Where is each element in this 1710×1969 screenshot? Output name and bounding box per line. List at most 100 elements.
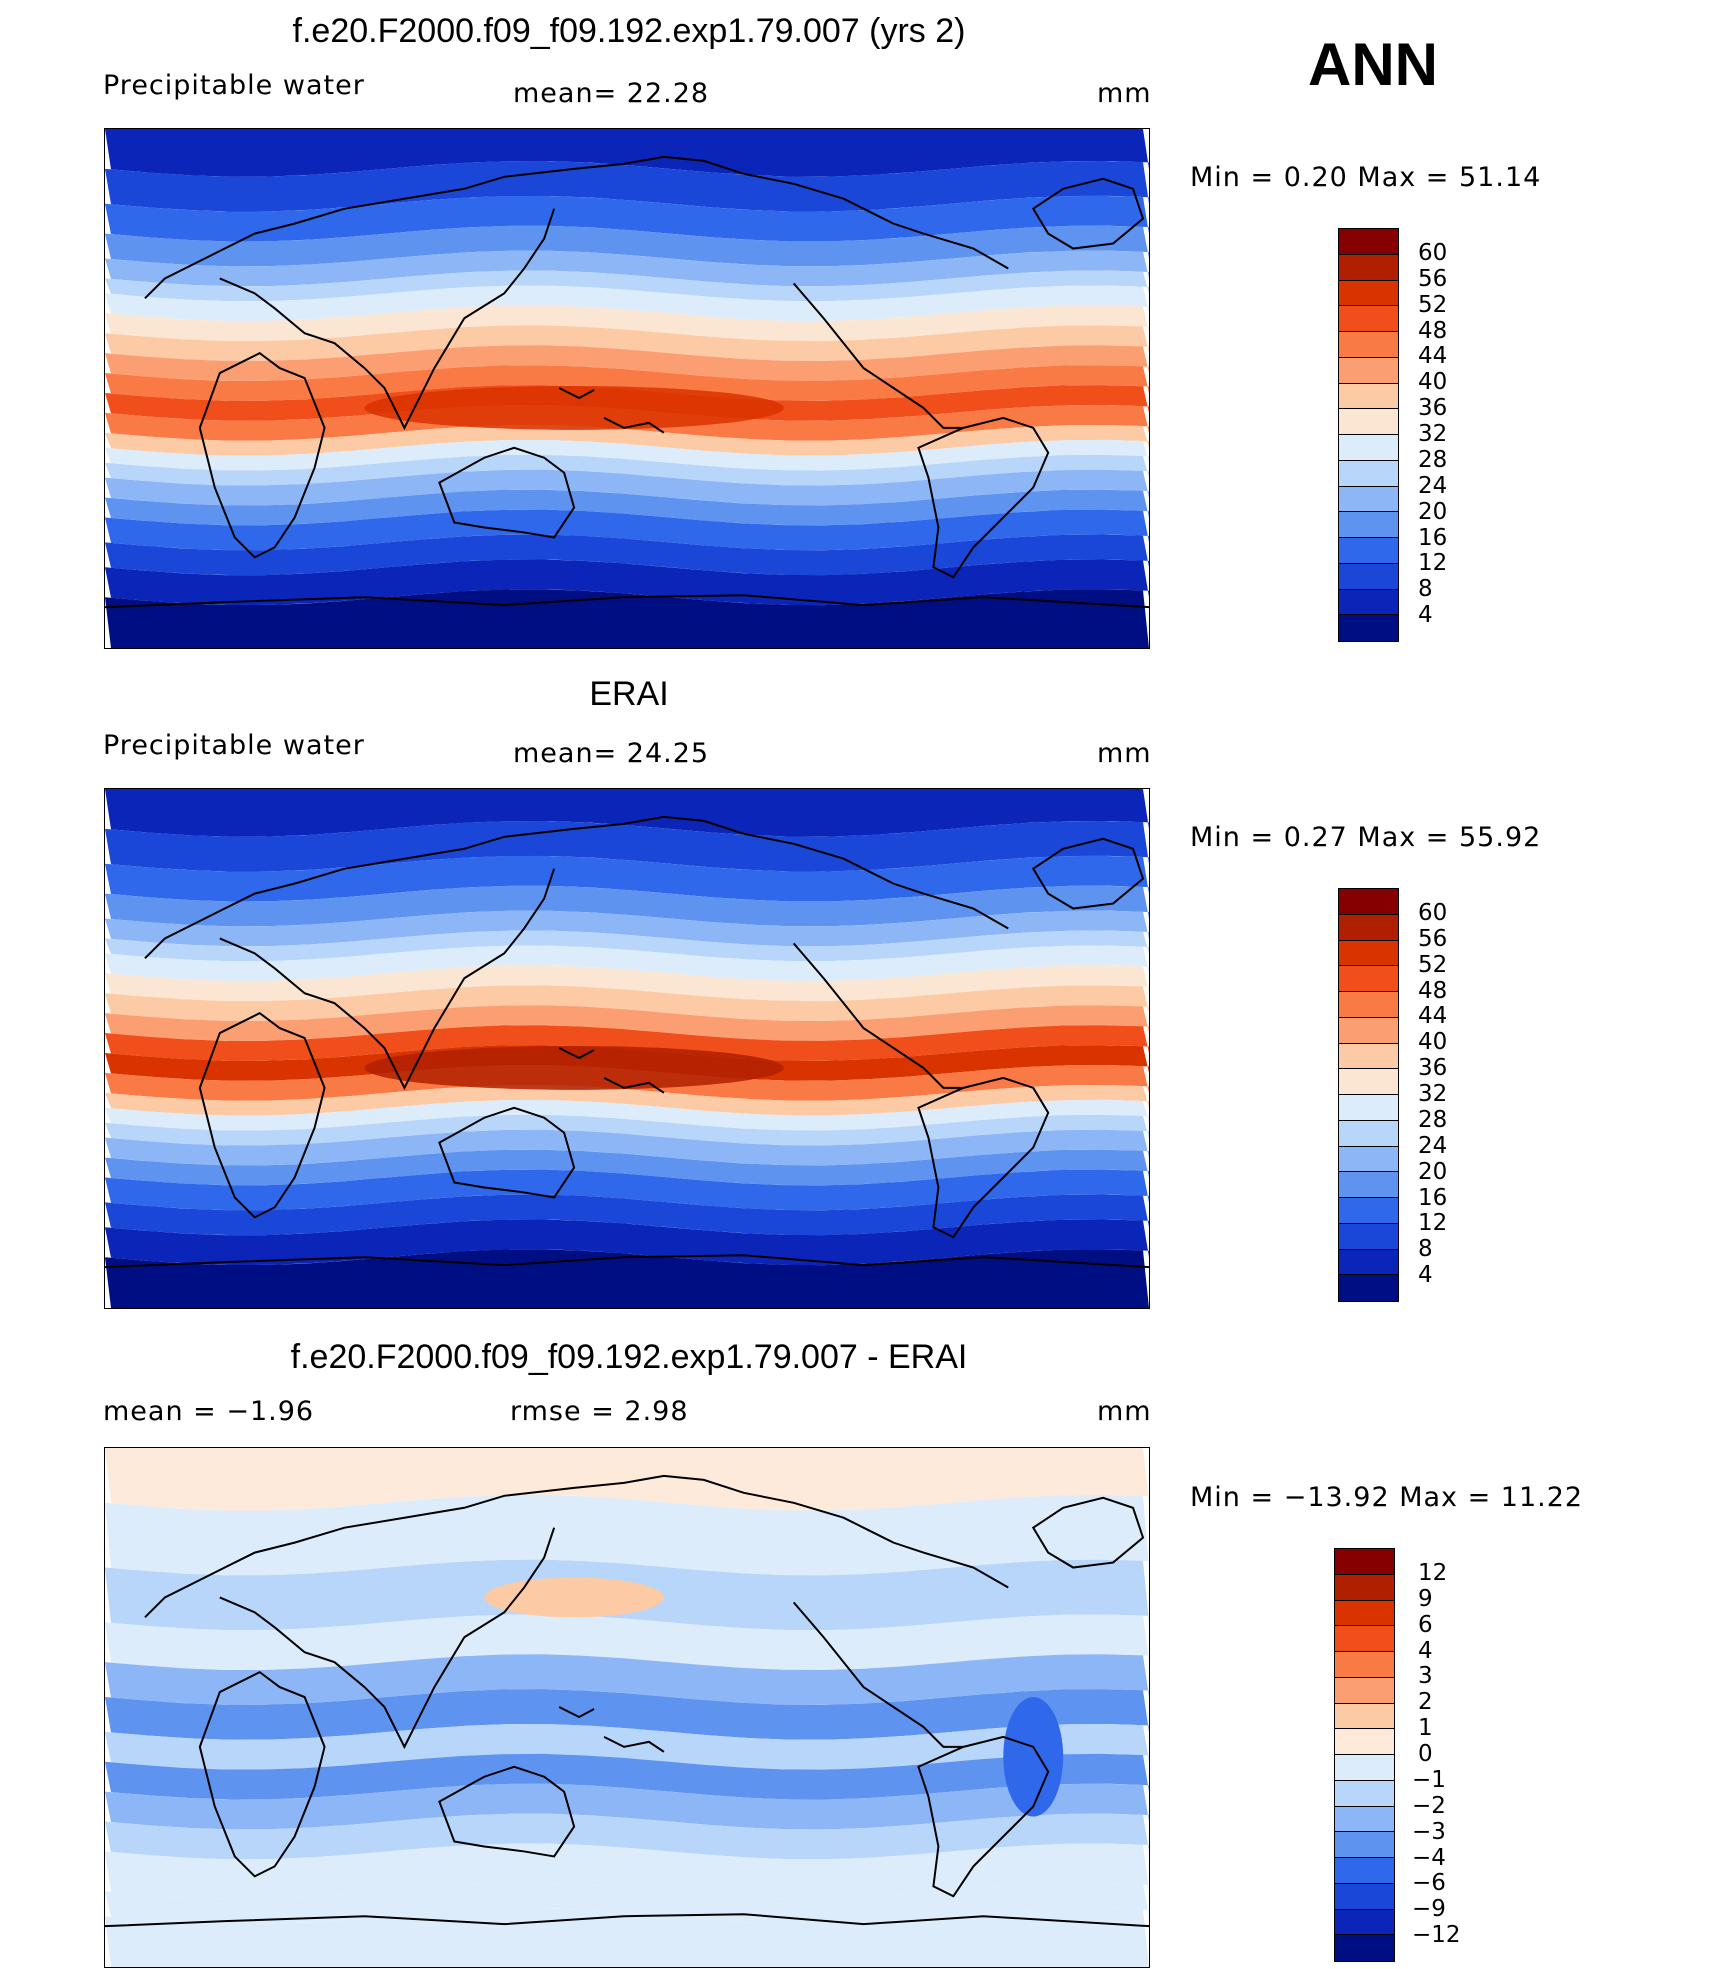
mean-label: mean= 24.25 (513, 738, 710, 769)
colorbar-swatch (1339, 538, 1398, 564)
colorbar-swatch (1335, 1935, 1394, 1961)
panel-title: f.e20.F2000.f09_f09.192.exp1.79.007 (yrs… (292, 12, 966, 50)
colorbar-swatch (1335, 1909, 1394, 1936)
coastline (1031, 837, 1145, 910)
colorbar-tick-label: 6 (1418, 1611, 1433, 1638)
contour-band (105, 270, 1149, 302)
colorbar-tick-label: 12 (1418, 550, 1448, 577)
contour-band (105, 509, 1149, 551)
units-label: mm (1097, 78, 1152, 109)
contour-band (105, 1753, 1149, 1800)
contour-band (105, 345, 1149, 381)
colorbar-swatch (1339, 254, 1398, 281)
contour-band (105, 1448, 1149, 1511)
positive-anomaly-contour (484, 1577, 664, 1618)
colorbar-swatch (1339, 615, 1398, 641)
rmse-label: rmse = 2.98 (510, 1396, 689, 1427)
colorbar-tick-label: −9 (1412, 1896, 1446, 1923)
contour-band (105, 1084, 1149, 1116)
contour-band (105, 885, 1149, 927)
contour-band (105, 789, 1149, 837)
contour-band (105, 1883, 1149, 1925)
contour-band (105, 534, 1149, 576)
colorbar-tick-label: 56 (1418, 265, 1448, 292)
contour-band (105, 195, 1149, 242)
contour-band (105, 945, 1149, 982)
contour-band (105, 1114, 1149, 1146)
contour-band (105, 985, 1149, 1022)
coastline (1031, 177, 1145, 250)
coastline (438, 446, 576, 539)
colorbar-tick-label: 4 (1418, 1637, 1433, 1664)
contour-band (105, 1219, 1149, 1266)
contour-band (105, 250, 1149, 287)
warm-pool-contour (364, 1046, 784, 1090)
colorbar-tick-label: −4 (1412, 1844, 1446, 1871)
colorbar-tick-label: 60 (1418, 239, 1448, 266)
contour-band (105, 1129, 1149, 1166)
contour-band (105, 129, 1149, 177)
coastline (198, 351, 326, 559)
colorbar-tick-label: 48 (1418, 977, 1448, 1004)
colorbar-swatch (1339, 889, 1398, 915)
coastline (917, 1076, 1050, 1239)
colorbar-swatch (1339, 1249, 1398, 1276)
colorbar-tick-label: 24 (1418, 472, 1448, 499)
colorbar-tick-label: −2 (1412, 1792, 1446, 1819)
colorbar-swatch (1339, 460, 1398, 487)
colorbar-swatch (1339, 563, 1398, 590)
colorbar-tick-label: 8 (1418, 1236, 1433, 1263)
contour-band (105, 160, 1149, 212)
contour-band (105, 820, 1149, 872)
colorbar-swatch (1339, 1275, 1398, 1301)
units-label: mm (1097, 738, 1152, 769)
min-max-label: Min = 0.20 Max = 51.14 (1190, 162, 1542, 193)
colorbar-tick-label: 36 (1418, 395, 1448, 422)
coastline (144, 155, 1009, 300)
colorbar-swatch (1339, 229, 1398, 255)
units-label: mm (1097, 1396, 1152, 1427)
colorbar-tick-label: 32 (1418, 1081, 1448, 1107)
colorbar-swatch (1335, 1652, 1394, 1678)
colorbar-swatch (1339, 332, 1398, 358)
colorbar-swatch (1339, 940, 1398, 967)
coastline (1031, 1496, 1145, 1569)
colorbar-tick-label: 48 (1418, 317, 1448, 344)
colorbar-swatch (1335, 1780, 1394, 1807)
contour-band (105, 489, 1149, 526)
colorbar-swatch (1339, 1223, 1398, 1250)
colorbar-swatch (1335, 1703, 1394, 1730)
contour-band (105, 1813, 1149, 1860)
colorbar-tick-label: 20 (1418, 1158, 1448, 1185)
contour-band (105, 1099, 1149, 1131)
colorbar-tick-label: 40 (1418, 369, 1448, 396)
contour-band (105, 454, 1149, 486)
coastline (917, 416, 1050, 579)
coastline (917, 1735, 1050, 1898)
contour-band (105, 365, 1149, 401)
colorbar-tick-label: 1 (1418, 1715, 1433, 1742)
coastline (792, 1601, 964, 1748)
colorbar-tick-label: −12 (1412, 1922, 1461, 1949)
colorbar-tick-label: 44 (1418, 343, 1448, 370)
colorbar-swatch (1339, 357, 1398, 384)
colorbar-tick-label: 28 (1418, 1106, 1448, 1133)
colorbar-swatch (1339, 1095, 1398, 1121)
colorbar-tick-label: 9 (1418, 1585, 1433, 1612)
colorbar-swatch (1339, 383, 1398, 410)
contour-band (105, 1005, 1149, 1041)
contour-map (105, 129, 1149, 648)
colorbar-swatch (1335, 1626, 1394, 1652)
colorbar-swatch (1335, 1806, 1394, 1833)
colorbar (1338, 228, 1399, 642)
colorbar-tick-label: 4 (1418, 602, 1433, 629)
colorbar-tick-label: 52 (1418, 291, 1448, 318)
colorbar (1334, 1548, 1395, 1962)
colorbar-swatch (1335, 1574, 1394, 1601)
colorbar-swatch (1339, 512, 1398, 538)
colorbar-swatch (1339, 914, 1398, 941)
contour-band (105, 930, 1149, 962)
contour-band (105, 1614, 1149, 1671)
coastline (105, 594, 1149, 609)
colorbar-tick-label: 8 (1418, 576, 1433, 603)
